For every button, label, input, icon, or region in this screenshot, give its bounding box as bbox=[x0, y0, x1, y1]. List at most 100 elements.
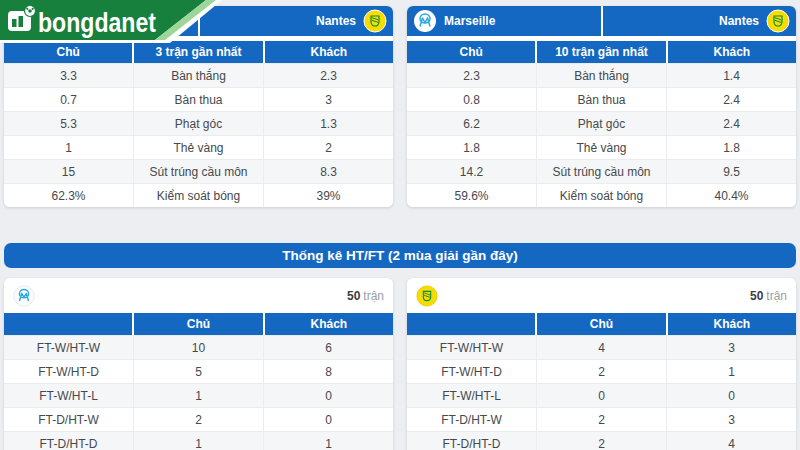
team-name-nantes: Nantes bbox=[719, 14, 759, 28]
marseille-logo-icon bbox=[413, 9, 437, 33]
stat-home: 0.8 bbox=[407, 88, 536, 111]
htft-home: 2 bbox=[536, 432, 666, 450]
stat-away: 1.4 bbox=[666, 64, 796, 87]
nantes-logo-icon bbox=[766, 9, 790, 33]
stat-away: 1.8 bbox=[666, 136, 796, 159]
table-row: 3.3 Bàn thắng 2.3 bbox=[4, 63, 393, 87]
stats-table-10-matches: Marseille Nantes Chủ 10 trận gần nhất Kh… bbox=[407, 6, 796, 207]
table-row: FT-D/HT-D 1 1 bbox=[4, 431, 393, 450]
table-row: 0.8 Bàn thua 2.4 bbox=[407, 87, 796, 111]
col-away: Khách bbox=[265, 313, 393, 335]
htft-away: 0 bbox=[263, 408, 393, 431]
team-name-marseille: Marseille bbox=[444, 14, 495, 28]
marseille-logo-icon bbox=[13, 285, 35, 307]
table-row: 59.6% Kiểm soát bóng 40.4% bbox=[407, 183, 796, 207]
col-away: Khách bbox=[668, 313, 796, 335]
htft-label: FT-W/HT-D bbox=[4, 360, 133, 383]
htft-away: 8 bbox=[263, 360, 393, 383]
column-header: Chủ Khách bbox=[407, 313, 796, 335]
matches-count: 50trận bbox=[750, 289, 787, 303]
col-empty bbox=[4, 313, 132, 335]
table-row: 15 Sút trúng cầu môn 8.3 bbox=[4, 159, 393, 183]
matches-value: 50 bbox=[750, 289, 763, 303]
stat-home: 5.3 bbox=[4, 112, 133, 135]
htft-away: 3 bbox=[666, 408, 796, 431]
htft-card-nantes: 50trận Chủ Khách FT-W/HT-W 4 3 FT-W/HT-D… bbox=[407, 278, 796, 450]
htft-label: FT-W/HT-W bbox=[4, 336, 133, 359]
matches-value: 50 bbox=[347, 289, 360, 303]
table-row: FT-W/HT-W 4 3 bbox=[407, 335, 796, 359]
team-home-cell-marseille[interactable]: Marseille bbox=[407, 6, 601, 36]
htft-home: 1 bbox=[133, 384, 263, 407]
htft-away: 1 bbox=[263, 432, 393, 450]
col-away: Khách bbox=[265, 41, 393, 63]
htft-label: FT-W/HT-L bbox=[407, 384, 536, 407]
htft-label: FT-D/HT-W bbox=[4, 408, 133, 431]
stat-away: 2.4 bbox=[666, 112, 796, 135]
stat-home: 15 bbox=[4, 160, 133, 183]
htft-card-marseille: 50trận Chủ Khách FT-W/HT-W 10 6 FT-W/HT-… bbox=[4, 278, 393, 450]
team-name-nantes: Nantes bbox=[316, 14, 356, 28]
stat-away: 1.3 bbox=[263, 112, 393, 135]
stat-away: 40.4% bbox=[666, 184, 796, 207]
stat-home: 14.2 bbox=[407, 160, 536, 183]
htft-home: 2 bbox=[536, 408, 666, 431]
table-row: FT-D/HT-W 2 0 bbox=[4, 407, 393, 431]
stat-label: Bàn thua bbox=[133, 88, 263, 111]
team-away-cell-nantes[interactable]: Nantes bbox=[603, 6, 797, 36]
stat-label: Bàn thắng bbox=[536, 64, 666, 87]
matches-count: 50trận bbox=[347, 289, 384, 303]
card-top: 50trận bbox=[4, 278, 393, 313]
htft-home: 1 bbox=[133, 432, 263, 450]
stat-home: 59.6% bbox=[407, 184, 536, 207]
htft-label: FT-W/HT-L bbox=[4, 384, 133, 407]
stat-away: 3 bbox=[263, 88, 393, 111]
col-away: Khách bbox=[668, 41, 796, 63]
htft-away: 4 bbox=[666, 432, 796, 450]
stat-away: 9.5 bbox=[666, 160, 796, 183]
htft-label: FT-W/HT-D bbox=[407, 360, 536, 383]
htft-cards: 50trận Chủ Khách FT-W/HT-W 10 6 FT-W/HT-… bbox=[4, 278, 796, 450]
stat-away: 39% bbox=[263, 184, 393, 207]
htft-home: 0 bbox=[536, 384, 666, 407]
brand-name: bongdanet bbox=[38, 7, 156, 38]
col-home: Chủ bbox=[134, 313, 262, 335]
table-row: 2.3 Bàn thắng 1.4 bbox=[407, 63, 796, 87]
matches-label: trận bbox=[363, 289, 384, 303]
table-row: 1 Thẻ vàng 2 bbox=[4, 135, 393, 159]
htft-label: FT-D/HT-D bbox=[407, 432, 536, 450]
matches-label: trận bbox=[766, 289, 787, 303]
stat-away: 8.3 bbox=[263, 160, 393, 183]
table-row: 1.8 Thẻ vàng 1.8 bbox=[407, 135, 796, 159]
nantes-logo-icon bbox=[416, 285, 438, 307]
stat-home: 62.3% bbox=[4, 184, 133, 207]
htft-home: 10 bbox=[133, 336, 263, 359]
col-home: Chủ bbox=[407, 41, 535, 63]
table-row: FT-D/HT-W 2 3 bbox=[407, 407, 796, 431]
stat-label: Kiểm soát bóng bbox=[133, 184, 263, 207]
stat-home: 0.7 bbox=[4, 88, 133, 111]
column-header: Chủ Khách bbox=[4, 313, 393, 335]
table-row: FT-W/HT-D 2 1 bbox=[407, 359, 796, 383]
htft-away: 0 bbox=[263, 384, 393, 407]
stat-home: 1 bbox=[4, 136, 133, 159]
table-row: FT-D/HT-D 2 4 bbox=[407, 431, 796, 450]
htft-banner: Thống kê HT/FT (2 mùa giải gần đây) bbox=[4, 243, 796, 268]
card-top: 50trận bbox=[407, 278, 796, 313]
htft-away: 6 bbox=[263, 336, 393, 359]
stat-label: Thẻ vàng bbox=[133, 136, 263, 159]
table-row: 62.3% Kiểm soát bóng 39% bbox=[4, 183, 393, 207]
htft-away: 1 bbox=[666, 360, 796, 383]
table-row: 5.3 Phạt góc 1.3 bbox=[4, 111, 393, 135]
nantes-logo-icon bbox=[363, 9, 387, 33]
bongdanet-logo[interactable]: bongdanet bbox=[0, 0, 240, 46]
col-period: 10 trận gần nhất bbox=[537, 41, 665, 63]
stat-label: Phạt góc bbox=[536, 112, 666, 135]
htft-away: 0 bbox=[666, 384, 796, 407]
htft-home: 2 bbox=[133, 408, 263, 431]
team-header-bar: Marseille Nantes bbox=[407, 6, 796, 36]
stat-away: 2 bbox=[263, 136, 393, 159]
stat-home: 1.8 bbox=[407, 136, 536, 159]
stat-home: 2.3 bbox=[407, 64, 536, 87]
stat-label: Bàn thắng bbox=[133, 64, 263, 87]
